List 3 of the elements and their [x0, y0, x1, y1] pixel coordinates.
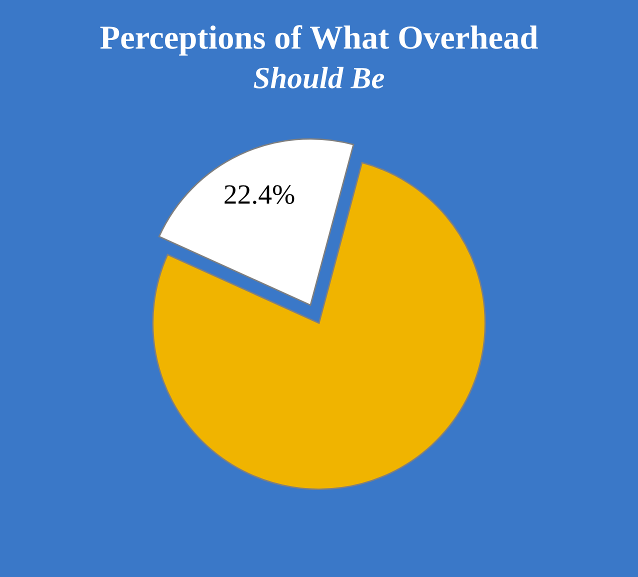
- chart-subtitle: Should Be: [254, 66, 384, 88]
- chart-title: Perceptions of What Overhead: [100, 25, 538, 56]
- data-label: 22.4%: [224, 185, 294, 204]
